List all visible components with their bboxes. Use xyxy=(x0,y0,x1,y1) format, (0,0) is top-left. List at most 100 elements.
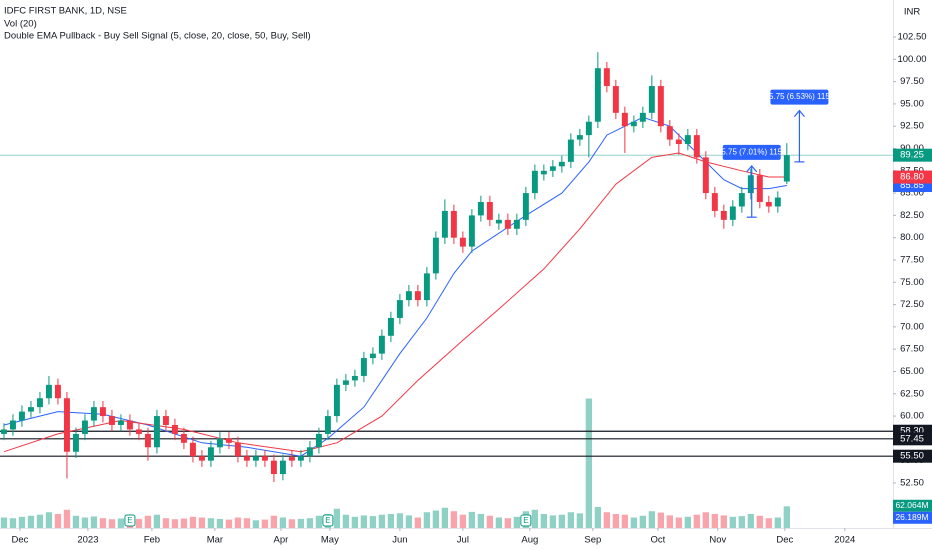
candle-body xyxy=(774,197,781,207)
candle-body xyxy=(279,460,286,475)
indicator-label: Double EMA Pullback - Buy Sell Signal (5… xyxy=(4,31,311,42)
volume-bar xyxy=(441,507,449,528)
volume-bar xyxy=(252,520,260,528)
volume-bar xyxy=(162,518,170,528)
candle-body xyxy=(54,384,61,399)
volume-bar xyxy=(513,516,521,528)
volume-bar xyxy=(639,515,646,528)
x-tick-label: Apr xyxy=(274,535,289,546)
volume-bar xyxy=(720,515,727,528)
price-tag xyxy=(893,148,932,162)
chart-title: IDFC FIRST BANK, 1D, NSE xyxy=(4,6,127,17)
candle-body xyxy=(72,433,79,452)
x-tick-label: Aug xyxy=(521,535,538,546)
candle-body xyxy=(306,447,313,457)
candle-body xyxy=(477,202,484,216)
volume-bar xyxy=(477,514,485,528)
candle-body xyxy=(729,206,736,220)
volume-bar xyxy=(270,515,278,528)
volume-bar xyxy=(0,517,8,528)
volume-bar xyxy=(567,512,575,528)
volume-bar xyxy=(333,508,341,528)
volume-bar xyxy=(288,519,296,528)
candle-body xyxy=(234,442,241,457)
event-label: E xyxy=(127,516,132,525)
candle-body xyxy=(441,210,448,238)
candle-body xyxy=(18,411,25,421)
volume-bar xyxy=(90,516,98,528)
volume-tag xyxy=(893,499,932,512)
candle-body xyxy=(261,456,268,461)
x-tick-label: May xyxy=(321,535,339,546)
volume-bar xyxy=(783,506,790,528)
candle-body xyxy=(666,126,673,140)
indicator-label: Vol (20) xyxy=(4,19,37,30)
candle-body xyxy=(405,291,412,301)
candle-body xyxy=(270,460,277,475)
candle-body xyxy=(333,384,340,417)
price-tag-label: 58.30 xyxy=(900,426,924,437)
x-tick-label: Dec xyxy=(776,535,793,546)
volume-bar xyxy=(468,511,476,528)
volume-bar xyxy=(423,512,431,528)
volume-bar xyxy=(747,514,754,528)
candle-body xyxy=(711,193,718,211)
volume-bar xyxy=(432,510,440,528)
volume-bar xyxy=(189,516,197,528)
price-tag-label: 57.45 xyxy=(900,433,924,444)
candle-body xyxy=(126,420,133,430)
volume-bar xyxy=(774,517,781,528)
candle-body xyxy=(486,202,493,220)
y-tick-label: 80.00 xyxy=(900,232,924,243)
x-tick-label: Dec xyxy=(12,535,29,546)
candle-body xyxy=(531,170,538,194)
candle-body xyxy=(612,86,619,113)
candle-body xyxy=(225,438,232,443)
volume-bar xyxy=(765,518,772,528)
volume-bar xyxy=(684,516,691,528)
volume-bar xyxy=(243,518,251,528)
volume-bar xyxy=(27,515,35,528)
candle-body xyxy=(414,291,421,301)
candle-body xyxy=(216,438,223,448)
y-tick-label: 102.50 xyxy=(897,32,926,43)
candle-body xyxy=(297,456,304,461)
measure-box xyxy=(722,144,781,160)
x-tick-label: Feb xyxy=(144,535,160,546)
volume-bar xyxy=(261,519,269,528)
candle-body xyxy=(99,407,106,417)
candle-body xyxy=(9,420,16,430)
volume-bar xyxy=(108,519,116,528)
candle-body xyxy=(765,202,772,207)
volume-bar xyxy=(72,515,80,528)
candle-body xyxy=(549,166,556,171)
volume-bar xyxy=(657,512,664,528)
y-tick-label: 67.50 xyxy=(900,344,924,355)
y-tick-label: 77.50 xyxy=(900,255,924,266)
volume-bar xyxy=(576,513,584,528)
y-tick-label: 75.00 xyxy=(900,277,924,288)
volume-bar xyxy=(207,518,215,528)
volume-bar xyxy=(153,514,161,528)
y-tick-label: 62.50 xyxy=(900,388,924,399)
event-marker xyxy=(124,514,136,527)
volume-bar xyxy=(297,518,305,528)
candle-body xyxy=(720,210,727,220)
volume-bar xyxy=(9,518,17,528)
x-tick-label: Mar xyxy=(207,535,223,546)
volume-bar xyxy=(666,515,673,528)
measure-label: 5.75 (7.01%) 115 xyxy=(721,148,782,157)
candle-body xyxy=(351,375,358,381)
volume-bar xyxy=(630,517,637,528)
candle-body xyxy=(36,398,43,408)
candle-body xyxy=(675,139,682,145)
volume-bar xyxy=(693,514,700,528)
candle-body xyxy=(387,317,394,336)
candle-body xyxy=(162,416,169,425)
volume-bar xyxy=(54,514,62,528)
volume-bar xyxy=(729,516,736,528)
event-marker xyxy=(322,514,334,527)
volume-bar xyxy=(225,519,233,528)
price-tag-label: 86.80 xyxy=(900,172,924,183)
